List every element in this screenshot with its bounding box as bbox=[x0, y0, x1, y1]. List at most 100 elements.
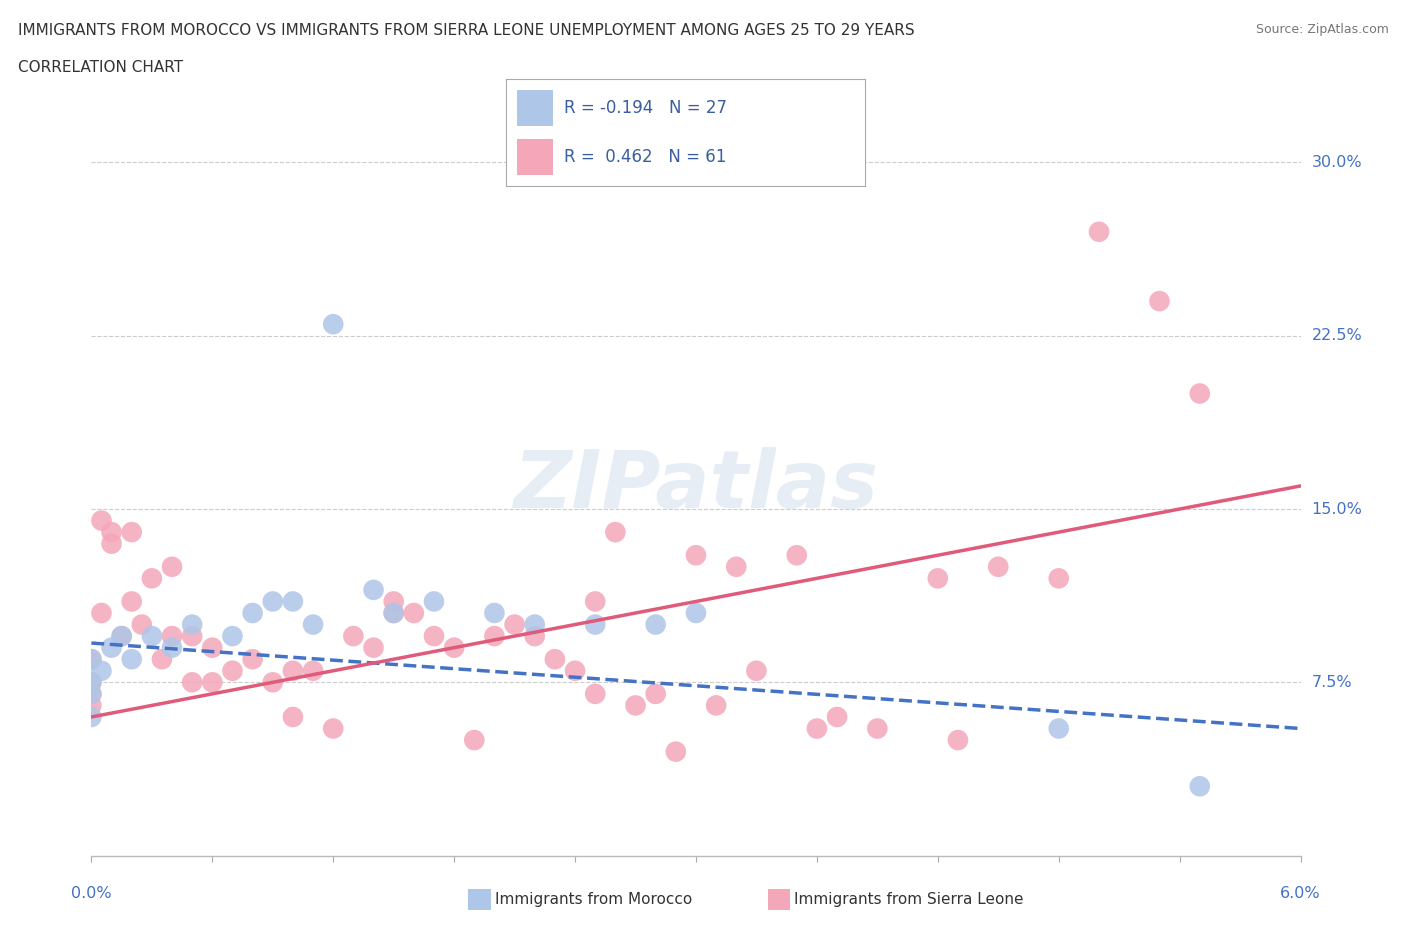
Point bbox=[704, 698, 727, 713]
Point bbox=[1088, 224, 1111, 239]
Point bbox=[463, 733, 485, 748]
Text: 22.5%: 22.5% bbox=[1312, 328, 1362, 343]
Point bbox=[484, 629, 506, 644]
Point bbox=[201, 640, 224, 655]
Point bbox=[262, 594, 284, 609]
Point bbox=[141, 629, 163, 644]
Point bbox=[150, 652, 173, 667]
Point bbox=[423, 594, 446, 609]
Point bbox=[181, 675, 204, 690]
Point bbox=[302, 663, 325, 678]
Point bbox=[160, 559, 183, 574]
Point bbox=[382, 605, 405, 620]
Point bbox=[605, 525, 627, 539]
Point bbox=[141, 571, 163, 586]
Point bbox=[583, 686, 606, 701]
Point bbox=[80, 698, 103, 713]
Text: CORRELATION CHART: CORRELATION CHART bbox=[18, 60, 183, 75]
Point bbox=[80, 652, 103, 667]
Point bbox=[242, 652, 264, 667]
Point bbox=[363, 582, 385, 597]
Point bbox=[382, 605, 405, 620]
Text: R = -0.194   N = 27: R = -0.194 N = 27 bbox=[564, 99, 727, 117]
Point bbox=[221, 663, 243, 678]
Point bbox=[1047, 721, 1070, 736]
Point bbox=[866, 721, 889, 736]
Point bbox=[624, 698, 647, 713]
Point bbox=[523, 629, 546, 644]
Point bbox=[121, 594, 143, 609]
Point bbox=[402, 605, 425, 620]
Text: 0.0%: 0.0% bbox=[72, 886, 111, 901]
Text: 6.0%: 6.0% bbox=[1281, 886, 1320, 901]
Point bbox=[90, 663, 112, 678]
Text: Immigrants from Morocco: Immigrants from Morocco bbox=[495, 892, 692, 907]
Point bbox=[181, 618, 204, 632]
Point bbox=[100, 525, 122, 539]
Point bbox=[665, 744, 688, 759]
Point bbox=[806, 721, 828, 736]
Point bbox=[644, 686, 666, 701]
Point bbox=[544, 652, 567, 667]
Point bbox=[121, 652, 143, 667]
Bar bbox=[517, 89, 553, 126]
Point bbox=[201, 675, 224, 690]
Point bbox=[987, 559, 1010, 574]
Point bbox=[946, 733, 969, 748]
Point bbox=[302, 618, 325, 632]
Point bbox=[1188, 778, 1211, 793]
Text: ZIPatlas: ZIPatlas bbox=[513, 447, 879, 525]
Point bbox=[564, 663, 586, 678]
Point bbox=[181, 629, 204, 644]
Point bbox=[80, 652, 103, 667]
Point bbox=[443, 640, 465, 655]
Point bbox=[281, 710, 304, 724]
Point bbox=[363, 640, 385, 655]
Text: 15.0%: 15.0% bbox=[1312, 501, 1362, 516]
Point bbox=[121, 525, 143, 539]
Point bbox=[281, 594, 304, 609]
Point bbox=[523, 618, 546, 632]
Point bbox=[342, 629, 364, 644]
Point bbox=[160, 640, 183, 655]
Point bbox=[80, 710, 103, 724]
Point bbox=[131, 618, 153, 632]
Point bbox=[80, 686, 103, 701]
Text: Immigrants from Sierra Leone: Immigrants from Sierra Leone bbox=[794, 892, 1024, 907]
Point bbox=[80, 686, 103, 701]
Point bbox=[484, 605, 506, 620]
Point bbox=[423, 629, 446, 644]
Point bbox=[80, 675, 103, 690]
Text: R =  0.462   N = 61: R = 0.462 N = 61 bbox=[564, 148, 725, 166]
Point bbox=[745, 663, 768, 678]
Point bbox=[242, 605, 264, 620]
Point bbox=[825, 710, 848, 724]
Point bbox=[583, 594, 606, 609]
Point bbox=[221, 629, 243, 644]
Point bbox=[1188, 386, 1211, 401]
Point bbox=[786, 548, 808, 563]
Bar bbox=[517, 139, 553, 175]
Point bbox=[111, 629, 132, 644]
Point bbox=[725, 559, 748, 574]
Point bbox=[100, 640, 122, 655]
Point bbox=[927, 571, 949, 586]
Text: Source: ZipAtlas.com: Source: ZipAtlas.com bbox=[1256, 23, 1389, 36]
Point bbox=[111, 629, 132, 644]
Point bbox=[281, 663, 304, 678]
Point bbox=[382, 594, 405, 609]
Point bbox=[322, 721, 344, 736]
Point bbox=[503, 618, 526, 632]
Point bbox=[160, 629, 183, 644]
Point bbox=[1149, 294, 1171, 309]
Point bbox=[90, 513, 112, 528]
Text: 30.0%: 30.0% bbox=[1312, 155, 1362, 170]
Point bbox=[322, 317, 344, 332]
Point bbox=[583, 618, 606, 632]
Point bbox=[685, 605, 707, 620]
Text: IMMIGRANTS FROM MOROCCO VS IMMIGRANTS FROM SIERRA LEONE UNEMPLOYMENT AMONG AGES : IMMIGRANTS FROM MOROCCO VS IMMIGRANTS FR… bbox=[18, 23, 915, 38]
Point bbox=[80, 675, 103, 690]
Point bbox=[644, 618, 666, 632]
Point bbox=[262, 675, 284, 690]
Point bbox=[1047, 571, 1070, 586]
